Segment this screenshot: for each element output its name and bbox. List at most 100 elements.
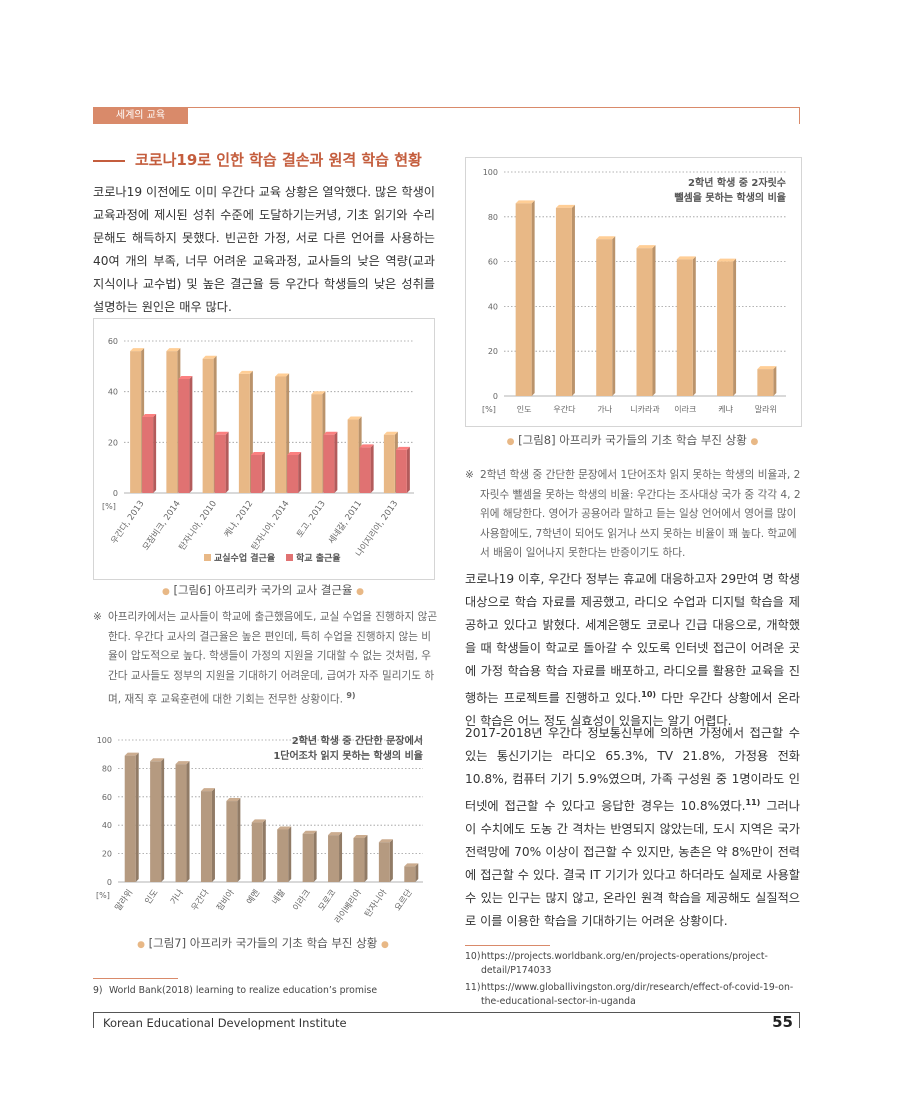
footnote-ref-10[interactable]: 10): [641, 690, 657, 699]
bar-top: [250, 452, 265, 455]
bar: [150, 761, 162, 882]
x-tick-label: 우간다: [553, 404, 576, 414]
bar: [323, 434, 335, 493]
bar-side: [186, 761, 190, 882]
caption-dot-icon: ●: [356, 587, 365, 597]
footnote-rule: [465, 945, 550, 946]
bar-top: [214, 431, 229, 435]
footer-rule-tick: [93, 1012, 94, 1028]
legend-swatch: [286, 554, 293, 561]
footer-rule: [93, 1012, 800, 1013]
bar-top: [287, 452, 302, 455]
bar-top: [175, 761, 190, 765]
footnote-9-text: World Bank(2018) learning to realize edu…: [109, 985, 378, 996]
x-tick-label: 니카라과: [630, 404, 660, 414]
note-mark: ※: [465, 469, 474, 481]
y-tick-label: 40: [108, 388, 118, 397]
bar: [250, 455, 262, 493]
bar-top: [555, 204, 575, 208]
bar-top: [717, 258, 737, 262]
bar-top: [226, 798, 241, 802]
survey-paragraph-text: 2017-2018년 우간다 정보통신부에 의하면 가정에서 접근할 수 있는 …: [465, 726, 800, 814]
bar: [175, 764, 187, 882]
bar-top: [347, 416, 362, 420]
bar-top: [328, 832, 343, 836]
footnote-11-link[interactable]: https://www.globallivingston.org/dir/res…: [481, 982, 794, 1007]
bar-side: [237, 798, 241, 882]
chart-title-line: 1단어조차 읽지 못하는 학생의 비율: [273, 749, 423, 762]
bar-top: [202, 355, 217, 359]
bar: [328, 835, 340, 882]
note-mark: ※: [93, 611, 102, 623]
footnote-rule: [93, 978, 178, 979]
bar: [200, 791, 212, 882]
bar: [515, 203, 532, 396]
bar-top: [150, 758, 165, 762]
chart-title-line: 2학년 학생 중 간단한 문장에서: [292, 734, 423, 747]
bar-top: [275, 373, 290, 377]
bar-side: [189, 376, 193, 493]
bar-top: [302, 830, 317, 834]
x-tick-label: 말라위: [113, 887, 135, 913]
bar-top: [166, 348, 181, 352]
footnote-ref-9[interactable]: 9): [346, 691, 356, 700]
bar-top: [311, 391, 326, 395]
caption-dot-icon: ●: [380, 940, 389, 950]
footnote-ref-11[interactable]: 11): [745, 798, 761, 807]
page-number: 55: [772, 1013, 793, 1031]
x-tick-label: 이라크: [674, 404, 696, 414]
x-tick-label: 네팔: [270, 887, 288, 906]
footnote-number: 10): [465, 951, 481, 962]
covid-paragraph-text: 코로나19 이후, 우간다 정부는 휴교에 대응하고자 29만여 명 학생 대상…: [465, 572, 800, 706]
bar-top: [404, 863, 419, 867]
intro-paragraph: 코로나19 이전에도 이미 우간다 교육 상황은 열악했다. 많은 학생이 교육…: [93, 185, 435, 314]
bar-side: [571, 204, 575, 396]
y-tick-label: 0: [113, 489, 118, 498]
bar-top: [251, 819, 266, 823]
legend-label: 교실수업 결근율: [214, 552, 275, 564]
x-tick-label: 말라위: [755, 405, 777, 414]
chart-title-line: 2학년 학생 중 2자릿수: [688, 176, 786, 189]
bar-side: [406, 446, 410, 493]
bar-side: [288, 826, 292, 882]
unit-label: [%]: [96, 891, 110, 900]
bar: [178, 379, 190, 493]
bar: [378, 842, 390, 882]
bar-top: [323, 431, 338, 435]
bar-side: [153, 414, 157, 493]
bar: [353, 837, 365, 882]
bar-top: [277, 826, 292, 830]
figure-6-note: ※ 아프리카에서는 교사들이 학교에 출근했음에도, 교실 수업을 진행하지 않…: [93, 608, 438, 710]
y-tick-label: 20: [108, 438, 118, 447]
bar-side: [135, 752, 139, 882]
bar: [277, 829, 289, 882]
figure-8-note-text: 2학년 학생 중 간단한 문장에서 1단어조차 읽지 못하는 학생의 비율과, …: [480, 469, 801, 559]
bar-side: [370, 444, 374, 493]
bar-top: [395, 446, 410, 450]
footnote-10-link[interactable]: https://projects.worldbank.org/en/projec…: [481, 951, 768, 976]
covid-paragraph-text-after: 다만 우간다 상황에서 온라인 학습은 어느 정도 실효성이 있을지는 알기 어…: [465, 691, 800, 729]
x-tick-label: 이라크: [291, 887, 314, 913]
figure-8-frame: 0 20 40 60 80 100 [%] 인도 우간다 가나 니카라과 이라크 케냐 말라위 2학년 학생…: [465, 157, 802, 427]
footnote-9: 9) World Bank(2018) learning to realize e…: [93, 984, 438, 998]
x-tick-label: 토고, 2013: [295, 499, 328, 540]
bar: [676, 259, 693, 396]
x-tick-label: 인도: [517, 404, 532, 414]
bar: [251, 822, 263, 882]
bar: [238, 373, 250, 493]
caption-dot-icon: ●: [161, 587, 170, 597]
caption-dot-icon: ●: [750, 437, 759, 447]
survey-paragraph-text-after: 그러나 이 수치에도 도농 간 격차는 반영되지 않았는데, 도시 지역은 국가…: [465, 799, 800, 929]
bar-side: [261, 452, 265, 493]
device-survey-paragraph: 2017-2018년 우간다 정보통신부에 의하면 가정에서 접근할 수 있는 …: [465, 722, 800, 933]
bar: [757, 369, 774, 396]
bar-top: [378, 839, 393, 843]
section-tab: 세계의 교육: [93, 107, 188, 124]
figure-7-caption: ● [그림7] 아프리카 국가들의 기초 학습 부진 상황 ●: [93, 935, 433, 951]
chart-title-line: 뺄셈을 못하는 학생의 비율: [674, 191, 786, 204]
bar-side: [364, 834, 368, 882]
title-dash: [93, 160, 125, 162]
x-tick-label: 세네갈, 2011: [327, 499, 364, 546]
x-tick-label: 예멘: [244, 887, 262, 906]
bar-side: [211, 788, 215, 882]
